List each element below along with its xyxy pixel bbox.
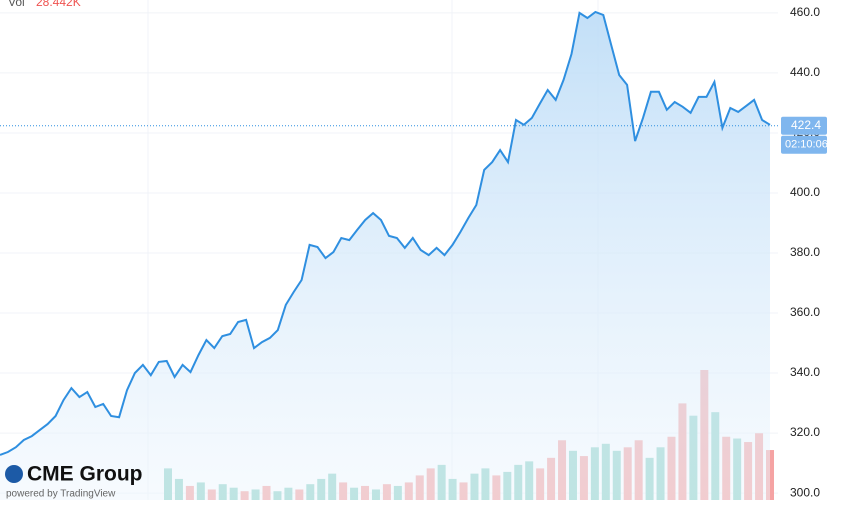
powered-by: powered by TradingView: [6, 489, 116, 500]
price-line: [0, 10, 771, 456]
y-tick-label: 440.0: [790, 65, 820, 79]
volume-name: Vol: [8, 0, 25, 9]
volume-readout: 28.442K: [36, 0, 81, 9]
y-tick-label: 320.0: [790, 425, 820, 439]
y-tick-label: 360.0: [790, 305, 820, 319]
y-tick-label: 300.0: [790, 485, 820, 499]
countdown: 02:10:06: [785, 139, 828, 151]
logo: CME Group: [27, 463, 143, 486]
countdown-badge: [781, 135, 827, 154]
y-tick-label: 340.0: [790, 365, 820, 379]
y-tick-label: 460.0: [790, 5, 820, 19]
y-tick-label: 380.0: [790, 245, 820, 259]
area-fill: [0, 12, 770, 500]
last-price-label: 422.4: [791, 118, 821, 132]
y-tick-label: 400.0: [790, 185, 820, 199]
last-price-badge: [781, 116, 827, 135]
logo-globe: [5, 465, 23, 483]
